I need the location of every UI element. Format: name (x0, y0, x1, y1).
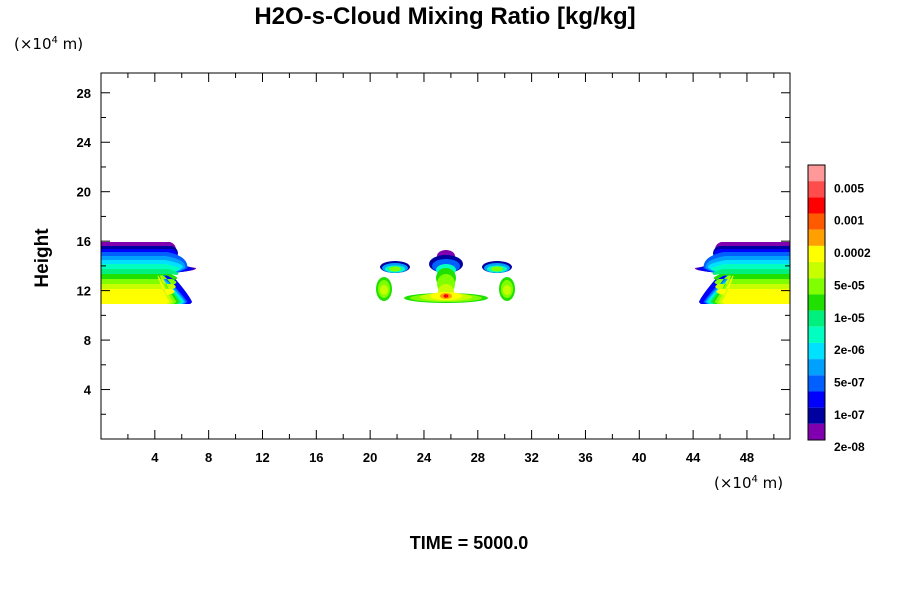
y-tick-label: 24 (77, 135, 92, 150)
colorbar-label: 0.001 (834, 214, 864, 228)
colorbar-label: 2e-08 (834, 440, 865, 454)
anvil-band (491, 266, 503, 272)
center-cloud (376, 250, 515, 303)
left-edge-cloud (101, 242, 197, 304)
colorbar-label: 5e-07 (834, 375, 865, 389)
colorbar-swatch (808, 391, 825, 408)
anvil-band (389, 266, 401, 272)
colorbar-swatch (808, 197, 825, 214)
colorbar-label: 5e-05 (834, 278, 865, 292)
colorbar-label: 2e-06 (834, 343, 865, 357)
x-tick-label: 36 (578, 450, 592, 465)
y-axis-label: Height (32, 228, 53, 288)
y-tick-label: 12 (77, 284, 91, 299)
colorbar-swatch (808, 423, 825, 440)
y-axis: 4 8 12 16 20 24 28 (77, 86, 790, 415)
x-tick-label: 24 (417, 450, 432, 465)
colorbar-label: 0.0002 (834, 246, 871, 260)
x-unit-label: (×104 m) (714, 474, 783, 492)
y-tick-label: 16 (77, 234, 91, 249)
y-tick-label: 20 (77, 185, 91, 200)
side-lobe-band (380, 285, 388, 295)
x-tick-label: 16 (309, 450, 323, 465)
x-tick-label: 8 (205, 450, 212, 465)
colorbar-swatch (808, 294, 825, 311)
colorbar-swatch (808, 342, 825, 360)
y-tick-label: 28 (77, 86, 91, 101)
x-tick-label: 44 (686, 450, 701, 465)
colorbar-swatch (808, 213, 825, 230)
plot-frame (100, 72, 791, 440)
colorbar-swatch (808, 262, 825, 279)
x-tick-label: 40 (632, 450, 646, 465)
side-lobe-band (503, 285, 511, 295)
core-max (443, 294, 449, 298)
colorbar-swatch (808, 310, 825, 327)
x-axis: 4 8 12 16 20 24 28 32 36 40 44 48 (127, 73, 775, 465)
right-edge-cloud (694, 242, 790, 304)
colorbar-label: 1e-07 (834, 408, 865, 422)
colorbar-swatch (808, 326, 825, 343)
time-label: TIME = 5000.0 (410, 533, 529, 553)
cloud-field (101, 242, 790, 304)
y-tick-label: 4 (84, 383, 92, 398)
cloud-contour-band (716, 275, 790, 304)
colorbar-swatch (808, 407, 825, 424)
x-tick-label: 28 (471, 450, 485, 465)
colorbar-swatch (808, 278, 825, 295)
cloud-contour-band (101, 275, 175, 304)
x-tick-label: 48 (740, 450, 754, 465)
x-tick-label: 4 (151, 450, 159, 465)
colorbar-swatch (808, 181, 825, 198)
x-tick-label: 32 (524, 450, 538, 465)
colorbar: 0.005 0.001 0.0002 5e-05 1e-05 2e-06 5e-07 1e-0… (807, 164, 871, 454)
colorbar-swatch (808, 229, 825, 246)
colorbar-swatch (808, 165, 825, 182)
colorbar-swatch (808, 359, 825, 376)
colorbar-label: 1e-05 (834, 311, 865, 325)
colorbar-swatch (808, 245, 825, 263)
colorbar-label: 0.005 (834, 181, 864, 195)
y-tick-label: 8 (84, 333, 91, 348)
x-tick-label: 12 (255, 450, 269, 465)
y-unit-label: (×104 m) (14, 35, 83, 53)
x-tick-label: 20 (363, 450, 377, 465)
colorbar-frame (807, 164, 826, 441)
colorbar-swatch (808, 375, 825, 392)
chart-title: H2O-s-Cloud Mixing Ratio [kg/kg] (254, 3, 635, 30)
